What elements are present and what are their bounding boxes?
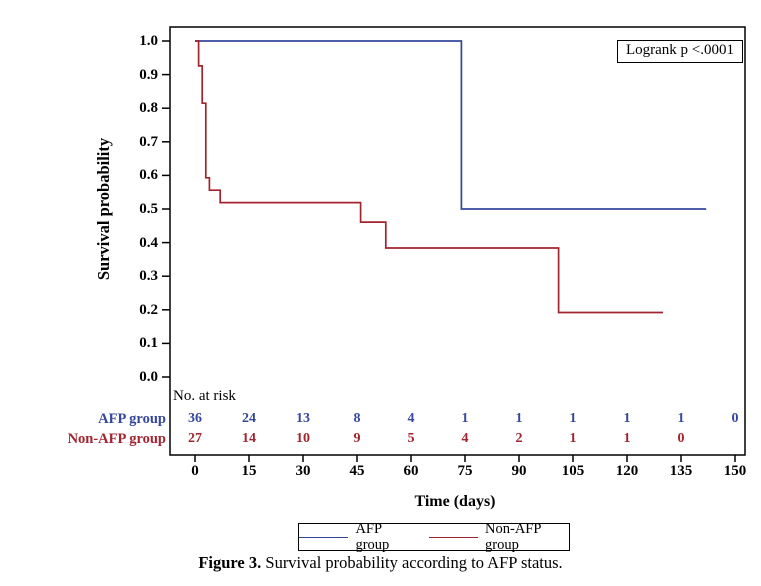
- legend-line-sample: [428, 536, 479, 538]
- x-tick-label: 135: [669, 463, 693, 479]
- y-tick-label: 0.8: [139, 100, 158, 117]
- y-tick-label: 0.1: [139, 335, 158, 352]
- risk-count: 2: [515, 431, 523, 446]
- y-tick-label: 1.0: [139, 33, 158, 49]
- risk-count: 27: [188, 431, 202, 446]
- risk-row-label-non-afp-group: Non-AFP group: [67, 431, 166, 447]
- series-line-non-afp-group: [195, 40, 663, 314]
- series-line-afp-group: [195, 40, 707, 210]
- y-tick-label: 0.7: [139, 133, 158, 150]
- y-tick-label: 0.3: [139, 268, 158, 285]
- risk-count: 24: [242, 411, 256, 426]
- x-tick-label: 120: [615, 463, 639, 479]
- x-tick-label: 30: [295, 463, 311, 479]
- risk-count: 1: [569, 431, 577, 446]
- x-tick-label: 150: [723, 463, 747, 479]
- legend-label: Non-AFP group: [485, 521, 541, 553]
- risk-count: 1: [677, 411, 685, 426]
- y-tick-label: 0.4: [139, 234, 158, 251]
- risk-count: 5: [407, 431, 415, 446]
- risk-table-header: No. at risk: [173, 388, 236, 404]
- risk-count: 10: [296, 431, 310, 446]
- risk-count: 0: [731, 411, 739, 426]
- risk-count: 13: [296, 411, 310, 426]
- figure-caption-number: Figure 3.: [198, 553, 262, 572]
- x-tick-label: 0: [191, 463, 199, 479]
- x-tick-label: 45: [349, 463, 365, 479]
- risk-count: 14: [242, 431, 256, 446]
- y-tick-label: 0.6: [139, 167, 158, 184]
- risk-count: 1: [623, 411, 631, 426]
- risk-count: 1: [569, 411, 577, 426]
- y-tick-label: 0.0: [139, 369, 158, 385]
- x-tick-label: 15: [241, 463, 257, 479]
- x-tick-label: 60: [403, 463, 419, 479]
- y-tick-label: 0.2: [139, 301, 158, 318]
- risk-count: 36: [188, 411, 202, 426]
- legend: AFP group Non-AFP group: [298, 521, 570, 553]
- legend-item-afp-group: AFP group: [299, 521, 413, 553]
- legend-item-non-afp-group: Non-AFP group: [428, 521, 569, 553]
- x-tick-label: 90: [511, 463, 527, 479]
- risk-count: 4: [407, 411, 415, 426]
- x-tick-label: 75: [457, 463, 473, 479]
- plot-frame: [169, 26, 746, 456]
- legend-line-sample: [299, 536, 349, 538]
- logrank-pvalue-box: Logrank p <.0001: [616, 40, 743, 63]
- x-axis-title: Time (days): [414, 493, 496, 510]
- x-tick-label: 105: [561, 463, 585, 479]
- risk-count: 1: [623, 431, 631, 446]
- y-tick-label: 0.9: [139, 66, 158, 83]
- figure-caption: Figure 3. Survival probability according…: [0, 553, 761, 573]
- risk-count: 9: [353, 431, 361, 446]
- risk-count: 1: [515, 411, 523, 426]
- legend-label: AFP group: [355, 521, 390, 553]
- risk-count: 1: [461, 411, 469, 426]
- y-tick-label: 0.5: [139, 201, 158, 217]
- figure-caption-text: Survival probability according to AFP st…: [261, 553, 563, 572]
- risk-count: 0: [677, 431, 685, 446]
- risk-count: 8: [353, 411, 361, 426]
- risk-row-label-afp-group: AFP group: [98, 411, 166, 427]
- risk-count: 4: [461, 431, 469, 446]
